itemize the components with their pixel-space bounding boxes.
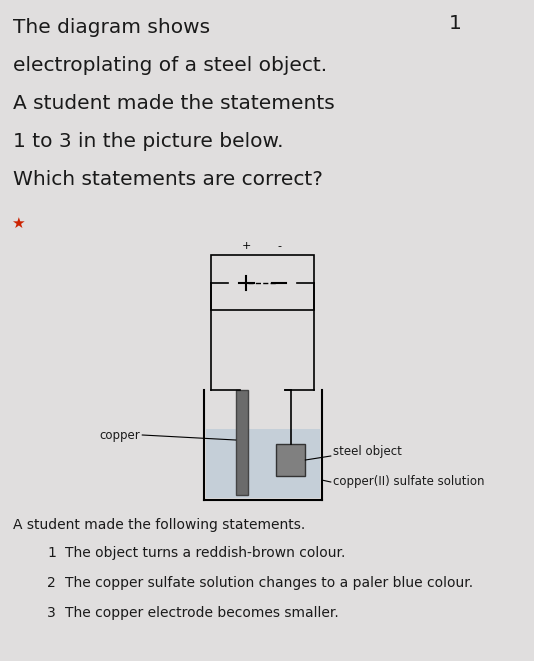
- Bar: [277, 444, 305, 476]
- Text: 1 to 3 in the picture below.: 1 to 3 in the picture below.: [13, 132, 283, 151]
- Text: ★: ★: [11, 216, 25, 231]
- Text: 3: 3: [48, 606, 56, 620]
- Text: A student made the following statements.: A student made the following statements.: [13, 518, 305, 532]
- Text: The copper electrode becomes smaller.: The copper electrode becomes smaller.: [65, 606, 339, 620]
- Text: 1: 1: [449, 14, 462, 33]
- Text: The diagram shows: The diagram shows: [13, 18, 210, 37]
- Text: -: -: [277, 241, 281, 251]
- Text: electroplating of a steel object.: electroplating of a steel object.: [13, 56, 327, 75]
- Text: The copper sulfate solution changes to a paler blue colour.: The copper sulfate solution changes to a…: [65, 576, 473, 590]
- Text: 1: 1: [48, 546, 56, 560]
- Text: Which statements are correct?: Which statements are correct?: [13, 170, 323, 189]
- Text: The object turns a reddish-brown colour.: The object turns a reddish-brown colour.: [65, 546, 345, 560]
- Text: steel object: steel object: [333, 446, 402, 459]
- Text: copper: copper: [100, 428, 140, 442]
- Text: 2: 2: [48, 576, 56, 590]
- Text: copper(II) sulfate solution: copper(II) sulfate solution: [333, 475, 484, 488]
- Bar: [206, 429, 320, 498]
- Text: A student made the statements: A student made the statements: [13, 94, 334, 113]
- Bar: [235, 390, 248, 495]
- Text: +: +: [242, 241, 251, 251]
- Bar: [211, 255, 315, 310]
